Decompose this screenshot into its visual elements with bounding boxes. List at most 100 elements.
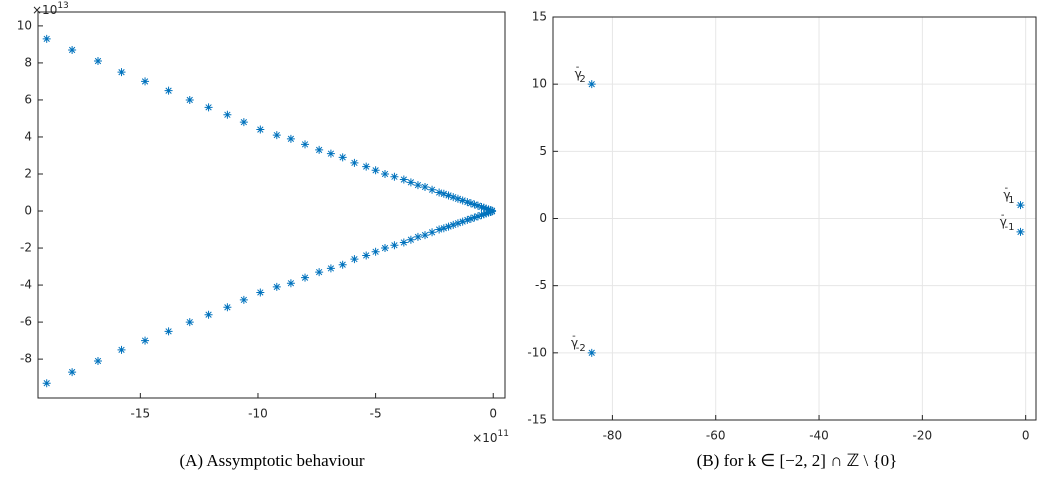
data-point <box>272 131 281 140</box>
data-point <box>204 103 213 112</box>
x-tick-label: 0 <box>489 407 497 421</box>
data-point <box>484 208 493 217</box>
y-tick-label: -15 <box>527 413 547 427</box>
y-tick-label: 10 <box>532 77 547 91</box>
data-point <box>449 193 458 202</box>
label-sup: - <box>572 331 576 342</box>
data-point <box>42 379 51 388</box>
x-tick-label: -5 <box>370 407 382 421</box>
data-point <box>406 178 415 187</box>
caption: (A) Assymptotic behaviour <box>179 451 364 470</box>
x-tick-label: 0 <box>1022 429 1030 443</box>
data-point <box>479 203 488 212</box>
data-point <box>164 86 173 95</box>
multiplier-base: ×10 <box>32 3 57 17</box>
data-point <box>421 231 430 240</box>
data-point <box>470 213 479 222</box>
x-tick-label: -20 <box>913 429 933 443</box>
data-point <box>458 196 467 205</box>
data-point <box>399 175 408 184</box>
data-point <box>477 211 486 220</box>
data-point <box>362 251 371 260</box>
data-point <box>435 188 444 197</box>
data-point <box>449 220 458 229</box>
data-point <box>223 110 232 119</box>
axis-multiplier: ×1011 <box>472 429 509 445</box>
label-sub: 2 <box>579 74 585 85</box>
y-tick-label: 15 <box>532 10 547 24</box>
data-point <box>390 172 399 181</box>
y-tick-label: 2 <box>24 166 32 180</box>
data-point <box>444 191 453 200</box>
data-point <box>390 241 399 250</box>
point-label: γ--1 <box>1000 210 1015 233</box>
data-point <box>42 34 51 43</box>
data-point <box>406 235 415 244</box>
y-tick-label: -6 <box>20 315 32 329</box>
label-base: γ <box>1000 214 1007 228</box>
data-point <box>301 273 310 282</box>
data-point <box>477 202 486 211</box>
data-point <box>239 118 248 127</box>
data-point <box>371 247 380 256</box>
data-point <box>223 303 232 312</box>
multiplier-exponent: 13 <box>57 1 68 11</box>
multiplier-base: ×10 <box>472 431 497 445</box>
y-tick-label: -10 <box>527 345 547 359</box>
data-point <box>93 57 102 66</box>
y-tick-label: 0 <box>24 204 32 218</box>
data-point <box>315 145 324 154</box>
data-point <box>239 295 248 304</box>
data-point <box>301 140 310 149</box>
data-point <box>399 238 408 247</box>
y-tick-label: -5 <box>535 278 547 292</box>
data-point <box>463 215 472 224</box>
data-point <box>315 268 324 277</box>
plot-area <box>38 12 505 398</box>
point-label: γ--2 <box>571 331 586 354</box>
data-point <box>350 255 359 264</box>
data-point <box>482 209 491 218</box>
data-point <box>141 77 150 86</box>
y-tick-label: 6 <box>24 92 32 106</box>
x-tick-label: -40 <box>809 429 829 443</box>
data-point <box>256 125 265 134</box>
data-point <box>439 189 448 198</box>
multiplier-exponent: 11 <box>498 429 509 439</box>
label-base: γ <box>571 335 578 349</box>
data-point <box>463 198 472 207</box>
data-point <box>286 134 295 143</box>
label-base: γ <box>1003 188 1010 202</box>
data-point <box>371 166 380 175</box>
data-point <box>428 228 437 237</box>
label-sup: - <box>1001 210 1005 221</box>
data-point <box>326 149 335 158</box>
data-point <box>272 282 281 291</box>
data-point <box>68 45 77 54</box>
caption: (B) for k ∈ [−2, 2] ∩ ℤ \ {0} <box>697 451 898 470</box>
axes-box <box>552 16 1037 421</box>
data-point <box>362 162 371 171</box>
y-tick-label: -2 <box>20 241 32 255</box>
data-point <box>435 225 444 234</box>
data-point <box>482 204 491 213</box>
label-sub: -1 <box>1005 222 1015 233</box>
data-point <box>458 217 467 226</box>
y-tick-label: 10 <box>17 18 32 32</box>
data-point <box>488 207 497 216</box>
label-base: γ <box>575 67 582 81</box>
data-point <box>286 279 295 288</box>
data-point <box>587 348 596 357</box>
label-sup: - <box>576 62 580 73</box>
data-point <box>486 207 495 216</box>
data-point <box>413 181 422 190</box>
y-tick-label: -8 <box>20 352 32 366</box>
data-point <box>381 169 390 178</box>
data-point <box>256 288 265 297</box>
data-point <box>338 153 347 162</box>
data-point <box>185 318 194 327</box>
data-point <box>141 336 150 345</box>
data-point <box>338 260 347 269</box>
data-point <box>117 68 126 77</box>
